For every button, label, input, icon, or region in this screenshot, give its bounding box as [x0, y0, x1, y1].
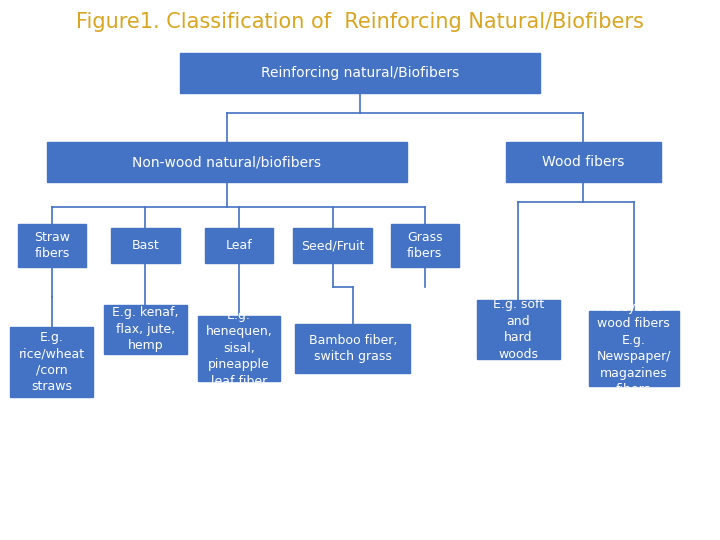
- FancyBboxPatch shape: [112, 228, 180, 263]
- FancyBboxPatch shape: [390, 224, 459, 267]
- FancyBboxPatch shape: [295, 324, 410, 373]
- Text: E.g.
henequen,
sisal,
pineapple
leaf fiber: E.g. henequen, sisal, pineapple leaf fib…: [206, 309, 272, 388]
- Text: Bamboo fiber,
switch grass: Bamboo fiber, switch grass: [309, 334, 397, 363]
- FancyBboxPatch shape: [589, 310, 679, 386]
- Text: Figure1. Classification of  Reinforcing Natural/Biofibers: Figure1. Classification of Reinforcing N…: [76, 11, 644, 32]
- Text: Non-wood natural/biofibers: Non-wood natural/biofibers: [132, 155, 321, 169]
- FancyBboxPatch shape: [104, 305, 187, 354]
- Text: Grass
fibers: Grass fibers: [407, 231, 443, 260]
- FancyBboxPatch shape: [17, 224, 86, 267]
- Text: Bast: Bast: [132, 239, 159, 252]
- Text: Leaf: Leaf: [225, 239, 253, 252]
- Text: Reinforcing natural/Biofibers: Reinforcing natural/Biofibers: [261, 66, 459, 80]
- Text: E.g. soft
and
hard
woods: E.g. soft and hard woods: [492, 298, 544, 361]
- Text: Wood fibers: Wood fibers: [542, 155, 624, 169]
- FancyBboxPatch shape: [477, 300, 560, 359]
- Text: Recycled
wood fibers
E.g.
Newspaper/
magazines
fibers: Recycled wood fibers E.g. Newspaper/ mag…: [596, 301, 671, 396]
- FancyBboxPatch shape: [180, 53, 540, 93]
- FancyBboxPatch shape: [205, 228, 274, 263]
- FancyBboxPatch shape: [47, 142, 407, 183]
- FancyBboxPatch shape: [197, 316, 281, 381]
- Text: Seed/Fruit: Seed/Fruit: [301, 239, 364, 252]
- Text: Straw
fibers: Straw fibers: [34, 231, 70, 260]
- Text: E.g.
rice/wheat
/corn
straws: E.g. rice/wheat /corn straws: [19, 330, 85, 393]
- FancyBboxPatch shape: [505, 142, 661, 183]
- FancyBboxPatch shape: [293, 228, 372, 263]
- FancyBboxPatch shape: [10, 327, 94, 397]
- Text: E.g. kenaf,
flax, jute,
hemp: E.g. kenaf, flax, jute, hemp: [112, 306, 179, 353]
